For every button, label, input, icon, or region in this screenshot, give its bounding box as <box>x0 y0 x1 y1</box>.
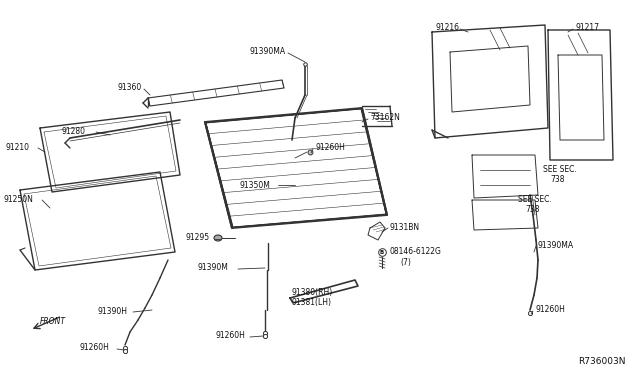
Text: R736003N: R736003N <box>578 357 625 366</box>
Text: (7): (7) <box>400 257 411 266</box>
Text: SEE SEC.: SEE SEC. <box>543 166 577 174</box>
Text: 91260H: 91260H <box>315 144 345 153</box>
Text: 91380(RH): 91380(RH) <box>292 289 333 298</box>
Text: 91217: 91217 <box>575 23 599 32</box>
Text: 738: 738 <box>550 176 564 185</box>
Ellipse shape <box>214 235 222 241</box>
Text: 91381(LH): 91381(LH) <box>292 298 332 307</box>
Text: B: B <box>380 250 384 254</box>
Text: 91216: 91216 <box>435 23 459 32</box>
Text: 91260H: 91260H <box>535 305 565 314</box>
Text: 91350M: 91350M <box>240 180 271 189</box>
Text: 91390M: 91390M <box>198 263 229 273</box>
Text: 738: 738 <box>525 205 540 215</box>
Text: 91360: 91360 <box>118 83 142 93</box>
Text: 91295: 91295 <box>185 234 209 243</box>
Text: 91210: 91210 <box>5 144 29 153</box>
Text: 9131BN: 9131BN <box>390 224 420 232</box>
Text: FRONT: FRONT <box>40 317 66 327</box>
Text: SEE SEC.: SEE SEC. <box>518 196 552 205</box>
Text: 91260H: 91260H <box>215 331 245 340</box>
Text: 91390MA: 91390MA <box>538 241 574 250</box>
Text: 91280: 91280 <box>62 128 86 137</box>
Text: 08146-6122G: 08146-6122G <box>390 247 442 257</box>
Text: 91390H: 91390H <box>98 308 128 317</box>
Text: 91260H: 91260H <box>80 343 110 353</box>
Text: 91250N: 91250N <box>3 196 33 205</box>
Text: 73162N: 73162N <box>370 113 400 122</box>
Text: 91390MA: 91390MA <box>250 48 286 57</box>
